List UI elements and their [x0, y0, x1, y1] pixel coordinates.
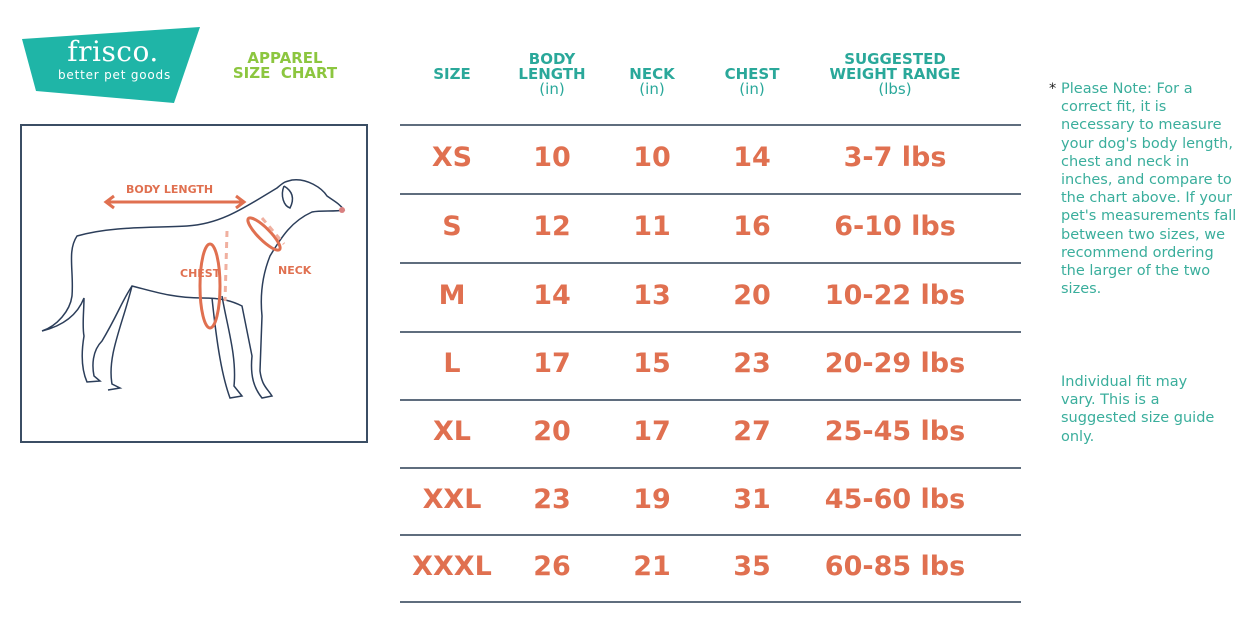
- value-cell: 10: [533, 141, 571, 173]
- value-cell: 60-85 lbs: [824, 550, 966, 582]
- value-cell: 27: [733, 416, 771, 447]
- value-cell: 12: [533, 210, 571, 242]
- value-cell: 20: [733, 279, 771, 311]
- value-cell: 35: [733, 550, 771, 582]
- value-cell: 14: [533, 279, 571, 311]
- value-cell: 31: [733, 483, 771, 515]
- value-cell: 13: [633, 279, 671, 311]
- logo-badge-shape: [22, 27, 200, 103]
- size-cell: M: [438, 279, 466, 311]
- row-divider: [400, 399, 1021, 401]
- neck-label: NECK: [278, 264, 312, 277]
- value-cell: 25-45 lbs: [824, 416, 966, 447]
- logo-tagline: better pet goods: [57, 68, 172, 82]
- header-weight-range: SUGGESTED WEIGHT RANGE (lbs): [829, 50, 961, 98]
- size-cell: XXXL: [412, 550, 492, 582]
- title-line2: SIZE CHART: [232, 64, 338, 82]
- value-cell: 20-29 lbs: [824, 348, 966, 379]
- row-divider: [400, 331, 1021, 333]
- page-title: APPAREL SIZE CHART: [230, 51, 340, 81]
- value-cell: 16: [733, 210, 771, 242]
- size-cell: S: [442, 210, 462, 242]
- frisco-logo: frisco. better pet goods: [22, 27, 202, 103]
- header-size: SIZE: [433, 65, 471, 83]
- value-cell: 17: [633, 416, 671, 447]
- value-cell: 6-10 lbs: [834, 210, 956, 242]
- disclaimer-text: Individual fit may vary. This is a sugge…: [1061, 374, 1215, 445]
- dog-illustration: [41, 179, 346, 399]
- size-cell: XXL: [422, 483, 482, 515]
- size-cell: XL: [432, 416, 472, 447]
- title-line1: APPAREL: [247, 49, 323, 67]
- row-divider: [400, 124, 1021, 126]
- size-cell: L: [443, 348, 461, 379]
- value-cell: 3-7 lbs: [843, 141, 947, 173]
- value-cell: 10-22 lbs: [824, 279, 966, 311]
- row-divider: [400, 467, 1021, 469]
- header-body-length: BODY LENGTH (in): [518, 50, 586, 98]
- value-cell: 20: [533, 416, 571, 447]
- header-chest: CHEST (in): [724, 65, 780, 98]
- value-cell: 14: [733, 141, 771, 173]
- row-divider: [400, 601, 1021, 603]
- value-cell: 19: [633, 483, 671, 515]
- row-divider: [400, 534, 1021, 536]
- value-cell: 10: [633, 141, 671, 173]
- value-cell: 23: [533, 483, 571, 515]
- value-cell: 23: [733, 348, 771, 379]
- value-cell: 26: [533, 550, 571, 582]
- size-cell: XS: [431, 141, 473, 173]
- row-divider: [400, 193, 1021, 195]
- note-text: * Please Note: For a correct fit, it is …: [1049, 81, 1237, 298]
- asterisk: *: [1049, 81, 1057, 97]
- dog-measurement-diagram: BODY LENGTH CHEST NECK: [20, 124, 368, 443]
- chest-label: CHEST: [180, 267, 221, 280]
- value-cell: 17: [533, 348, 571, 379]
- logo-brand: frisco.: [67, 35, 159, 68]
- value-cell: 45-60 lbs: [824, 483, 966, 515]
- value-cell: 11: [633, 210, 671, 242]
- body-length-label: BODY LENGTH: [126, 183, 214, 196]
- value-cell: 15: [633, 348, 671, 379]
- header-neck: NECK (in): [629, 65, 675, 98]
- row-divider: [400, 262, 1021, 264]
- value-cell: 21: [633, 550, 671, 582]
